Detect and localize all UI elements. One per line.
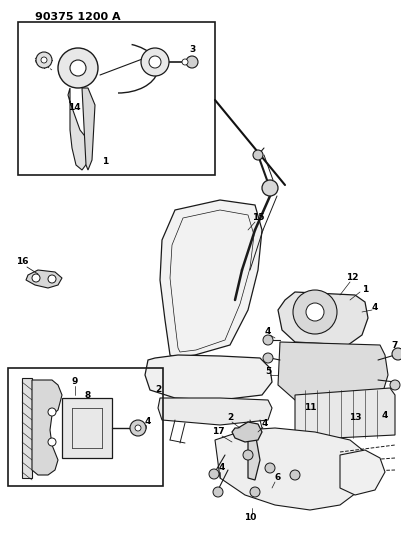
Text: 1: 1 <box>362 286 368 295</box>
Polygon shape <box>145 355 272 400</box>
Circle shape <box>149 56 161 68</box>
Polygon shape <box>82 88 95 170</box>
Circle shape <box>70 60 86 76</box>
Polygon shape <box>158 398 272 425</box>
Circle shape <box>135 425 141 431</box>
Text: 13: 13 <box>349 414 361 423</box>
Circle shape <box>186 56 198 68</box>
Text: 10: 10 <box>244 513 256 522</box>
Text: 17: 17 <box>212 427 224 437</box>
Text: 11: 11 <box>304 403 316 413</box>
Text: 90375 1200 A: 90375 1200 A <box>35 12 121 22</box>
Text: 1: 1 <box>102 157 108 166</box>
Circle shape <box>392 348 401 360</box>
Circle shape <box>58 48 98 88</box>
Polygon shape <box>68 88 90 170</box>
Text: 2: 2 <box>227 414 233 423</box>
Text: 2: 2 <box>155 385 161 394</box>
Text: 5: 5 <box>265 367 271 376</box>
Circle shape <box>130 420 146 436</box>
Polygon shape <box>22 378 32 478</box>
Circle shape <box>48 408 56 416</box>
Polygon shape <box>278 342 388 400</box>
Text: 4: 4 <box>262 419 268 429</box>
Circle shape <box>306 303 324 321</box>
Text: 14: 14 <box>68 103 81 112</box>
Text: 4: 4 <box>145 417 151 426</box>
Circle shape <box>48 275 56 283</box>
Circle shape <box>265 463 275 473</box>
Polygon shape <box>26 270 62 288</box>
Circle shape <box>209 469 219 479</box>
Polygon shape <box>32 380 62 475</box>
Text: 7: 7 <box>392 341 398 350</box>
Circle shape <box>250 487 260 497</box>
Circle shape <box>253 150 263 160</box>
Text: 3: 3 <box>189 45 195 54</box>
Polygon shape <box>215 428 370 510</box>
Text: 4: 4 <box>372 303 378 312</box>
Circle shape <box>213 487 223 497</box>
Text: 8: 8 <box>85 391 91 400</box>
Text: 15: 15 <box>252 214 264 222</box>
Circle shape <box>41 57 47 63</box>
Polygon shape <box>232 422 262 442</box>
Text: 4: 4 <box>265 327 271 336</box>
Polygon shape <box>62 398 112 458</box>
Text: 12: 12 <box>346 273 358 282</box>
Circle shape <box>263 353 273 363</box>
Text: 6: 6 <box>275 473 281 482</box>
Text: 4: 4 <box>382 410 388 419</box>
Polygon shape <box>160 200 262 358</box>
Circle shape <box>262 180 278 196</box>
Circle shape <box>290 470 300 480</box>
Polygon shape <box>278 292 368 345</box>
Circle shape <box>263 335 273 345</box>
Text: 9: 9 <box>72 377 78 386</box>
Polygon shape <box>248 432 260 480</box>
Circle shape <box>390 380 400 390</box>
Circle shape <box>48 438 56 446</box>
Circle shape <box>293 290 337 334</box>
Bar <box>8 368 163 486</box>
Circle shape <box>141 48 169 76</box>
Bar <box>18 22 215 175</box>
Polygon shape <box>295 388 395 440</box>
Circle shape <box>243 450 253 460</box>
Circle shape <box>36 52 52 68</box>
Polygon shape <box>340 450 385 495</box>
Circle shape <box>32 274 40 282</box>
Text: 16: 16 <box>16 257 28 266</box>
Circle shape <box>182 59 188 65</box>
Text: 4: 4 <box>219 464 225 472</box>
